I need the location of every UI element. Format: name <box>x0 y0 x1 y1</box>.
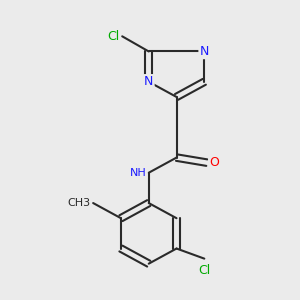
Text: CH3: CH3 <box>68 198 91 208</box>
Text: N: N <box>144 75 153 88</box>
Text: O: O <box>209 156 219 169</box>
Text: N: N <box>200 45 209 58</box>
Text: Cl: Cl <box>198 264 210 277</box>
Text: NH: NH <box>130 168 146 178</box>
Text: Cl: Cl <box>107 30 120 43</box>
